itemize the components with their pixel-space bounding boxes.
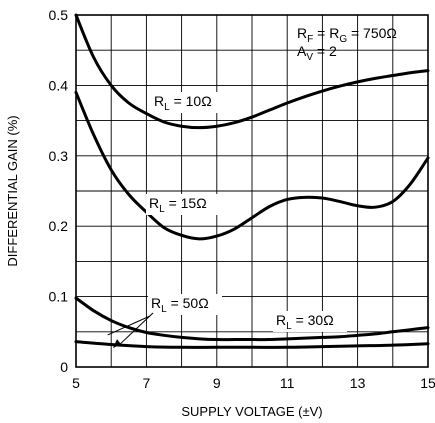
series-rl-30-line (74, 296, 430, 342)
x-tick-label: 7 (143, 375, 151, 391)
condition-gain-label: AV = 2 (297, 43, 337, 63)
x-tick-label: 11 (280, 375, 295, 391)
label-rl-15-main: R (149, 195, 159, 211)
label-rl-50-background (148, 294, 222, 315)
x-tick-label: 9 (213, 375, 221, 391)
x-tick-label: 15 (420, 375, 435, 391)
arrow-head-icon (113, 339, 121, 349)
label-rl-10-main: R (154, 93, 164, 109)
condition-resistors-label-sub: F (307, 34, 313, 45)
y-tick-label: 0.2 (49, 218, 69, 234)
label-rl-50-sub: L (161, 304, 167, 315)
label-rl-30-main: R (276, 312, 286, 328)
label-rl-50-rest: = 50Ω (167, 295, 209, 311)
label-rl-10-rest: = 10Ω (170, 93, 212, 109)
pointer-to-rl-30 (107, 315, 151, 336)
y-tick-label: 0 (60, 359, 68, 375)
label-rl-30-background (273, 311, 347, 332)
condition-resistors-label-rest: = R (313, 25, 339, 41)
label-rl-15: RL = 15Ω (149, 195, 207, 215)
x-axis-title: SUPPLY VOLTAGE (±V) (181, 404, 322, 419)
condition-resistors-label: RF = RG = 750Ω (297, 25, 397, 45)
x-tick-label: 5 (72, 375, 80, 391)
series-rl-10-line (74, 13, 430, 130)
condition-resistors-label-sub2: G (339, 34, 347, 45)
label-rl-50: RL = 50Ω (151, 295, 209, 315)
y-axis-title: DIFFERENTIAL GAIN (%) (5, 115, 20, 266)
label-rl-15-rest: = 15Ω (165, 195, 207, 211)
label-rl-30-sub: L (286, 321, 292, 332)
grid (76, 15, 428, 367)
condition-resistors-label-tail: = 750Ω (347, 25, 397, 41)
y-tick-label: 0.3 (49, 148, 69, 164)
series-rl-50-line (74, 340, 430, 349)
label-rl-15-background (146, 194, 220, 215)
y-tick-label: 0.4 (49, 77, 69, 93)
label-rl-30: RL = 30Ω (276, 312, 334, 332)
tick-labels: 5 7 9 11 13 15 0 0.1 0.2 0.3 0.4 0.5 (49, 7, 435, 391)
series-lines (74, 13, 430, 349)
label-rl-10: RL = 10Ω (154, 93, 212, 113)
label-rl-10-sub: L (164, 102, 170, 113)
condition-resistors-label-main: R (297, 25, 307, 41)
condition-gain-label-main: A (297, 43, 307, 59)
condition-gain-label-rest: = 2 (313, 43, 337, 59)
plot-frame (75, 14, 429, 368)
x-tick-label: 13 (350, 375, 366, 391)
label-rl-30-rest: = 30Ω (292, 312, 334, 328)
label-rl-15-sub: L (159, 204, 165, 215)
y-tick-label: 0.5 (49, 7, 69, 23)
label-rl-50-main: R (151, 295, 161, 311)
series-rl-15-line (74, 90, 430, 241)
pointer-to-rl-50 (119, 312, 154, 345)
condition-gain-label-sub: V (306, 52, 313, 63)
label-rl-10-background (151, 92, 225, 113)
y-tick-label: 0.1 (49, 289, 69, 305)
